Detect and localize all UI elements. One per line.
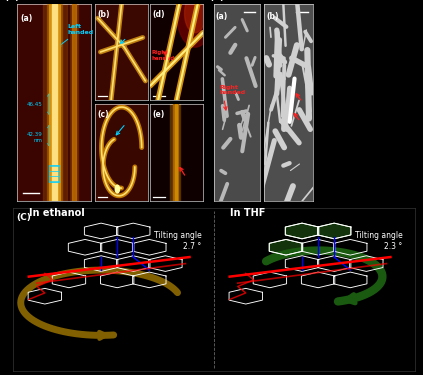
Bar (175, 104, 177, 201)
Text: (a): (a) (20, 13, 32, 22)
Text: (d): (d) (152, 9, 165, 18)
Text: (a): (a) (215, 12, 228, 21)
Text: (c): (c) (97, 110, 109, 119)
Polygon shape (286, 223, 319, 239)
Text: Left
handed: Left handed (58, 24, 93, 46)
Text: (B): (B) (209, 0, 225, 2)
Text: Tilting angle
2.3 °: Tilting angle 2.3 ° (355, 231, 402, 251)
Polygon shape (269, 240, 302, 255)
Text: Right
handed: Right handed (151, 50, 174, 61)
Bar (173, 104, 178, 201)
Text: (b): (b) (97, 9, 110, 18)
Bar (49, 165, 59, 182)
Text: Right
handed: Right handed (219, 84, 245, 95)
Bar (170, 104, 180, 201)
Bar (47, 4, 62, 201)
Text: (e): (e) (152, 110, 165, 119)
Text: (A): (A) (4, 0, 19, 2)
Circle shape (184, 0, 206, 33)
Bar (43, 4, 66, 201)
Bar (72, 4, 76, 201)
Polygon shape (318, 223, 351, 239)
Text: 46.45: 46.45 (27, 102, 43, 106)
Bar (49, 4, 60, 201)
Text: In ethanol: In ethanol (29, 208, 85, 218)
Bar (70, 4, 77, 201)
Text: 42.39
nm: 42.39 nm (27, 132, 43, 143)
Text: In THF: In THF (230, 208, 265, 218)
Circle shape (115, 185, 119, 193)
Text: Tilting angle
2.7 °: Tilting angle 2.7 ° (154, 231, 201, 251)
Text: (C): (C) (16, 213, 32, 222)
Circle shape (177, 0, 214, 47)
Bar (52, 4, 57, 201)
Text: (b): (b) (266, 12, 279, 21)
